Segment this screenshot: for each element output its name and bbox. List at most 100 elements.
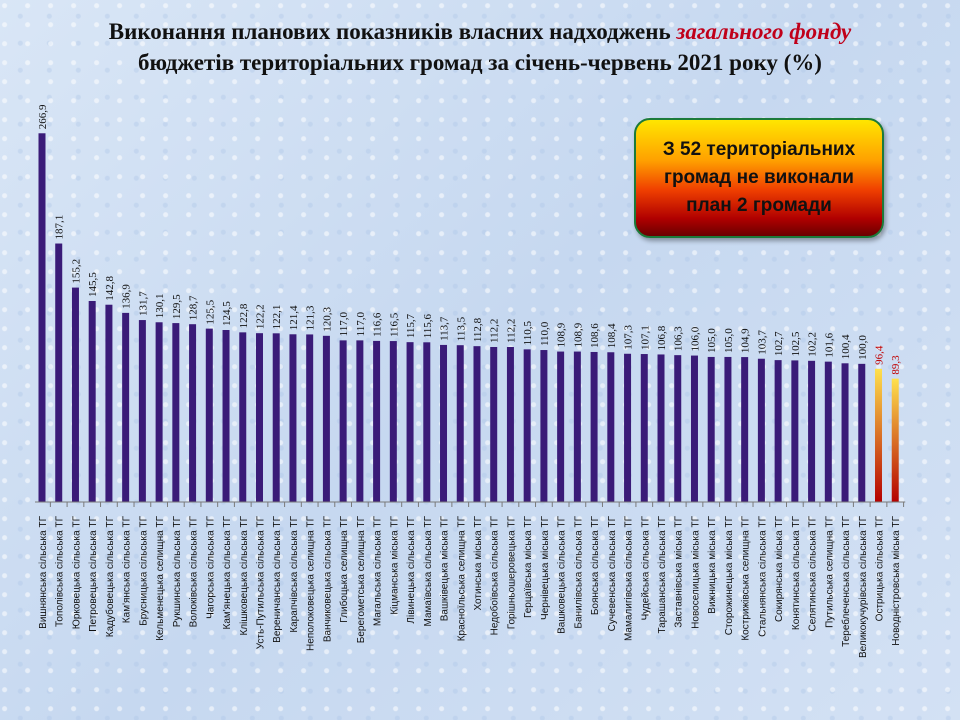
bar-value-label: 103,7: [756, 329, 768, 354]
category-label: Недобоївська сільська ТГ: [489, 515, 501, 635]
bar: [289, 334, 297, 502]
bar: [724, 356, 732, 502]
bar: [38, 133, 46, 502]
bar: [875, 368, 882, 502]
category-label: Новодністровська міська ТГ: [891, 515, 902, 645]
bar-value-label: 266,9: [37, 104, 49, 129]
category-label: Кам'янська сільська ТГ: [122, 515, 133, 623]
bar: [138, 320, 146, 502]
bar: [339, 340, 347, 502]
category-label: Кадубовецька сільська ТГ: [104, 515, 116, 637]
bar: [440, 344, 448, 502]
bar-value-label: 102,7: [773, 331, 785, 356]
category-label: Ванчиковецька сільська ТГ: [322, 515, 333, 642]
category-label: Карапчівська сільська ТГ: [289, 515, 300, 632]
title-accent-text: загального фонду: [676, 19, 852, 44]
bar-value-label: 102,5: [790, 331, 802, 356]
bar: [824, 361, 832, 502]
category-label: Брусницька сільська ТГ: [138, 515, 149, 625]
bar-value-label: 101,6: [823, 332, 835, 357]
bar-value-label: 100,0: [857, 335, 869, 360]
bar-value-label: 107,3: [623, 325, 635, 350]
category-label: Волоківська сільська ТГ: [189, 515, 200, 627]
bar: [590, 351, 598, 502]
bar-value-label: 121,3: [305, 305, 317, 330]
category-label: Чернівецька міська ТГ: [540, 515, 551, 620]
bar: [306, 334, 314, 502]
category-label: Вижницька міська ТГ: [707, 515, 718, 613]
category-label: Боянська сільська ТГ: [590, 515, 601, 615]
bar: [557, 351, 565, 502]
bar: [858, 363, 866, 502]
bar-value-label: 145,5: [87, 272, 99, 297]
category-label: Юрковецька сільська ТГ: [71, 515, 82, 629]
title-line-2: бюджетів територіальних громад за січень…: [138, 50, 822, 75]
bar-value-label: 116,6: [372, 312, 384, 337]
bar: [657, 354, 665, 502]
bar: [456, 345, 464, 502]
bar: [389, 341, 397, 502]
bar-value-label: 115,7: [405, 313, 417, 338]
bar: [624, 353, 632, 502]
category-label: Тереблеченська сільська ТГ: [840, 515, 852, 646]
bar-value-label: 136,9: [121, 284, 133, 309]
category-label: Горішньошеровецька ТГ: [506, 515, 517, 629]
bar: [707, 356, 715, 502]
bar-value-label: 110,0: [539, 321, 551, 346]
bar: [540, 350, 548, 502]
bar: [155, 322, 163, 502]
bar-value-label: 104,9: [740, 328, 752, 353]
category-label: Кіцманська міська ТГ: [389, 515, 400, 614]
bar-value-label: 113,7: [439, 316, 451, 341]
bar-value-label: 105,0: [706, 328, 718, 353]
category-label: Путильська селищна ТГ: [824, 515, 835, 627]
category-label: Острицька сільська ТГ: [875, 515, 886, 621]
category-label: Вишнянська сільська ТГ: [38, 515, 49, 628]
category-label: Магальська сільська ТГ: [373, 515, 384, 626]
bar: [423, 342, 431, 502]
category-label: Лівинецька сільська ТГ: [406, 515, 417, 623]
bar-value-label: 113,5: [455, 316, 467, 341]
bar: [105, 304, 113, 502]
category-label: Рукшинська сільська ТГ: [172, 515, 183, 627]
bar: [322, 335, 330, 502]
title-line-1: Виконання планових показників власних на…: [0, 16, 960, 47]
title-line-1-text: Виконання планових показників власних на…: [108, 19, 677, 44]
bar: [172, 323, 180, 502]
bar-value-label: 112,2: [505, 319, 517, 343]
bar-value-label: 116,5: [388, 312, 400, 337]
bar-value-label: 124,5: [221, 301, 233, 326]
bar-value-label: 131,7: [137, 291, 149, 316]
category-label: Неполоковецька селищна ТГ: [306, 515, 317, 651]
bar-value-label: 102,2: [807, 332, 819, 357]
category-label: Банилівська сільська ТГ: [573, 515, 584, 628]
category-label: Сторожинецька міська ТГ: [724, 515, 735, 635]
category-label: Усть-Путильська сільська ТГ: [255, 515, 266, 649]
category-label: Чудейська сільська ТГ: [640, 515, 651, 620]
category-label: Кам'янецька сільська ТГ: [222, 515, 233, 629]
bar: [222, 330, 230, 502]
bar: [891, 378, 899, 502]
summary-callout-text: З 52 територіальних громад не виконали п…: [662, 139, 856, 216]
category-label: Мамаївська сільська ТГ: [423, 515, 434, 626]
bar: [71, 287, 79, 502]
bar-value-label: 129,5: [171, 294, 183, 319]
bar-value-label: 107,1: [639, 325, 651, 350]
bar: [406, 342, 414, 502]
bar: [473, 346, 481, 502]
category-label: Вереничанська сільська ТГ: [272, 515, 283, 642]
bar-value-label: 108,9: [556, 322, 568, 347]
bar-value-label: 120,3: [321, 307, 333, 332]
category-label: Сокирянська міська ТГ: [774, 515, 785, 622]
bar: [741, 357, 749, 502]
bar-value-label: 121,4: [288, 305, 300, 330]
bar-value-label: 96,4: [874, 345, 886, 365]
category-label: Клішковецька сільська ТГ: [239, 515, 250, 635]
bar: [690, 355, 698, 502]
category-label: Конятинська сільська ТГ: [791, 515, 802, 630]
bar-value-label: 106,0: [689, 326, 701, 351]
category-label: Хотинська міська ТГ: [473, 515, 484, 610]
bar: [841, 363, 849, 502]
category-label: Кельменецька селищна ТГ: [155, 515, 166, 640]
